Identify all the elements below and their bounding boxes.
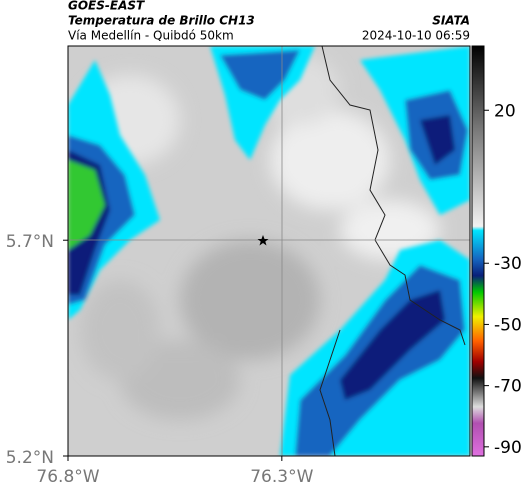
timestamp: 2024-10-10 06:59 [362,29,470,43]
colorbar-tick-label: -70 [494,377,522,397]
agency: SIATA [432,14,470,28]
product: Temperatura de Brillo CH13 [68,14,255,28]
region: Vía Medellín - Quibdó 50km [68,29,234,43]
location-marker [257,235,269,246]
colorbar-tick-label: -50 [494,315,522,335]
x-tick-label: 76.8°W [36,467,99,487]
source: GOES-EAST [68,0,145,13]
colorbar-tick-label: -30 [494,254,522,274]
colorbar-tick-label: 20 [494,101,516,121]
y-tick-label: 5.2°N [6,448,54,468]
y-tick-label: 5.7°N [6,232,54,252]
x-tick-label: 76.3°W [250,467,313,487]
map-frame [67,45,471,457]
colorbar-tick-label: -90 [494,438,522,458]
satellite-image [68,46,470,456]
colorbar [471,45,485,457]
